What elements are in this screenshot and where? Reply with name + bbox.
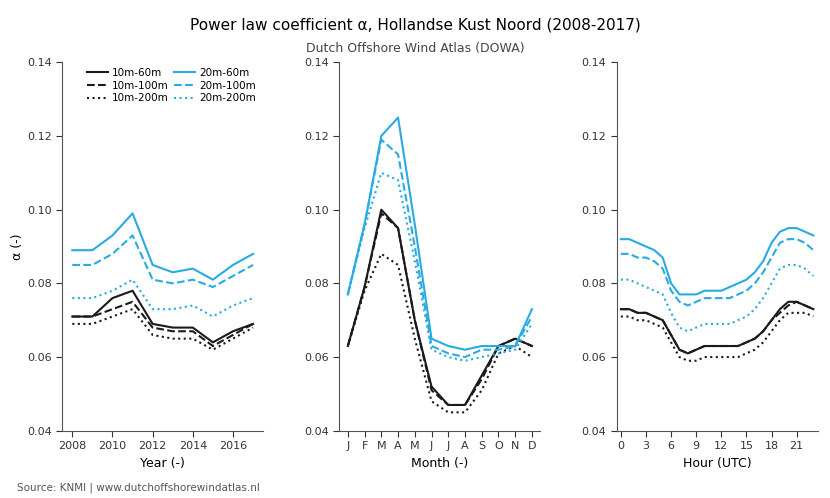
Y-axis label: α (-): α (-) (12, 233, 24, 260)
Text: Power law coefficient α, Hollandse Kust Noord (2008-2017): Power law coefficient α, Hollandse Kust … (189, 17, 641, 32)
Legend: 10m-60m, 10m-100m, 10m-200m, 20m-60m, 20m-100m, 20m-200m: 10m-60m, 10m-100m, 10m-200m, 20m-60m, 20… (83, 64, 260, 107)
X-axis label: Year (-): Year (-) (140, 457, 185, 470)
Text: Source: KNMI | www.dutchoffshorewindatlas.nl: Source: KNMI | www.dutchoffshorewindatla… (17, 483, 260, 493)
Text: Dutch Offshore Wind Atlas (DOWA): Dutch Offshore Wind Atlas (DOWA) (305, 42, 525, 55)
X-axis label: Hour (UTC): Hour (UTC) (683, 457, 751, 470)
X-axis label: Month (-): Month (-) (412, 457, 468, 470)
